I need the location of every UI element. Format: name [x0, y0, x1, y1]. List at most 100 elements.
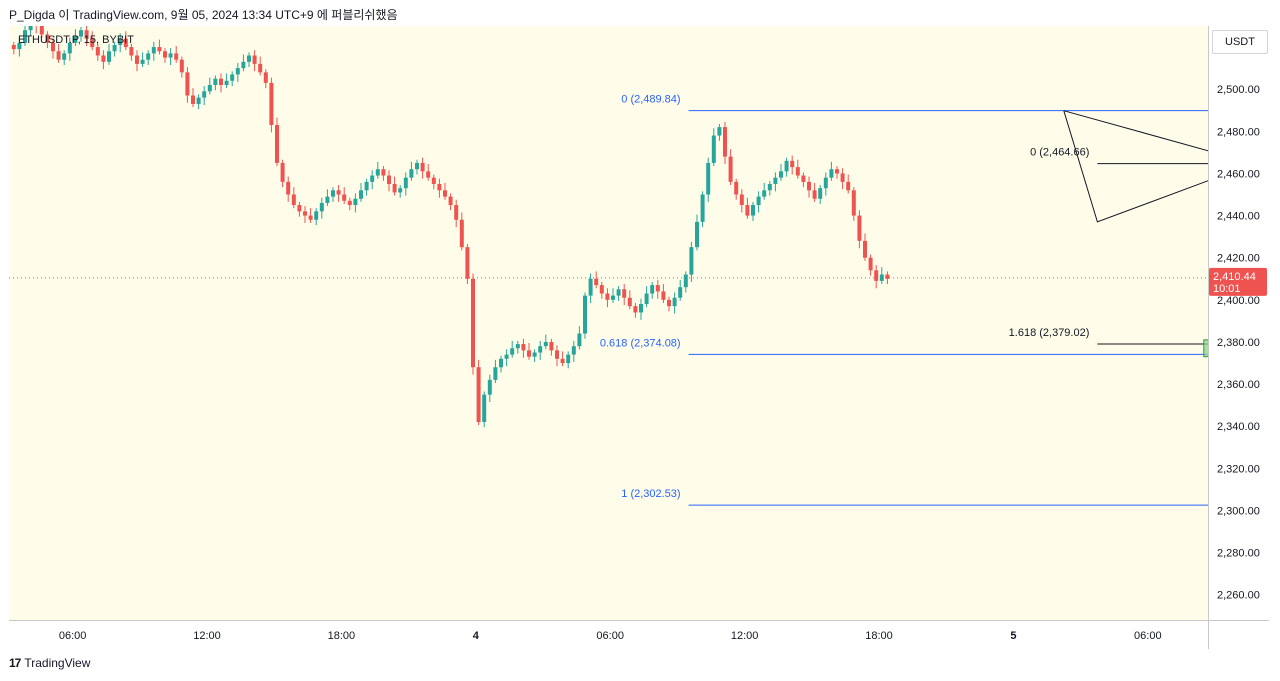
- candle-body: [230, 74, 235, 81]
- current-price-countdown: 10:01: [1213, 283, 1241, 295]
- candle-body: [555, 350, 559, 359]
- symbol-label[interactable]: ETHUSDT.P, 15, BYBIT: [18, 34, 134, 46]
- candle-body: [840, 173, 845, 182]
- time-tick-label: 18:00: [865, 630, 893, 642]
- price-tick-label: 2,340.00: [1217, 421, 1260, 433]
- candle-body: [359, 190, 363, 199]
- candle-body: [829, 169, 834, 178]
- candle-body: [588, 278, 593, 296]
- candle-body: [795, 167, 800, 176]
- candle-body: [174, 53, 179, 60]
- price-tick-label: 2,320.00: [1217, 463, 1260, 475]
- candle-body: [314, 211, 319, 220]
- candle-body: [297, 205, 302, 212]
- candle-body: [252, 55, 257, 64]
- chart-svg[interactable]: 0 (2,489.84) 0.618 (2,374.08) 1 (2,302.53)…: [9, 26, 1208, 620]
- candle-body: [885, 274, 890, 279]
- candle-body: [784, 160, 789, 172]
- candle-body: [527, 350, 531, 357]
- candle-body: [151, 47, 156, 54]
- time-tick-label: 4: [473, 630, 480, 642]
- price-scale[interactable]: 2,260.00 2,280.00 2,300.00 2,320.00 2,340.00…: [1208, 26, 1269, 620]
- candle-body: [163, 51, 167, 58]
- candle-body: [661, 291, 666, 300]
- candle-body: [482, 394, 487, 422]
- candle-body: [700, 194, 705, 222]
- candle-body: [493, 367, 498, 380]
- candle-body: [650, 285, 655, 294]
- footer: 17 TradingView: [9, 656, 90, 670]
- candle-body: [263, 72, 268, 83]
- candle-body: [734, 181, 739, 195]
- candle-body: [756, 196, 761, 206]
- candle-body: [499, 358, 503, 368]
- fib-retracement-label: 0.618 (2,374.08): [600, 337, 681, 349]
- candle-body: [683, 274, 688, 288]
- candle-body: [622, 289, 627, 298]
- candle-body: [308, 215, 313, 220]
- time-tick-label: 12:00: [193, 630, 221, 642]
- candle-body: [219, 78, 223, 85]
- candle-body: [504, 354, 509, 359]
- candle-body: [667, 299, 671, 307]
- time-axis[interactable]: 06:0012:0018:00406:0012:0018:00506:0012:…: [9, 620, 1280, 649]
- candle-body: [644, 293, 649, 305]
- candle-body: [146, 53, 151, 60]
- time-axis-svg[interactable]: 06:0012:0018:00406:0012:0018:00506:0012:…: [9, 621, 1280, 649]
- price-scale-svg[interactable]: 2,260.00 2,280.00 2,300.00 2,320.00 2,340.00…: [1209, 26, 1269, 620]
- candle-body: [275, 125, 279, 163]
- candle-body: [487, 379, 492, 395]
- candle-body: [851, 190, 856, 216]
- candle-body: [17, 42, 22, 50]
- candle-body: [95, 47, 100, 56]
- publish-header: P_Digda 이 TradingView.com, 9월 05, 2024 1…: [9, 8, 398, 22]
- candle-body: [521, 344, 526, 351]
- candle-body: [241, 61, 246, 69]
- candle-body: [454, 205, 459, 220]
- candle-body: [437, 183, 442, 191]
- candle-body: [868, 257, 873, 271]
- candle-body: [375, 169, 380, 176]
- scale-corner: [1208, 620, 1269, 649]
- price-tick-label: 2,260.00: [1217, 590, 1260, 602]
- currency-unit-button[interactable]: USDT: [1212, 30, 1268, 54]
- tradingview-logo-icon: 17: [9, 656, 21, 670]
- candle-body: [739, 194, 744, 206]
- candle-body: [695, 221, 699, 248]
- candle-body: [202, 91, 207, 98]
- candle-body: [611, 295, 615, 300]
- candle-body: [751, 205, 755, 216]
- candle-body: [689, 247, 694, 275]
- candle-body: [157, 47, 162, 52]
- candle-body: [118, 38, 123, 45]
- candle-body: [549, 341, 554, 351]
- candle-body: [179, 59, 184, 73]
- candle-body: [807, 181, 811, 191]
- candle-body: [717, 127, 722, 136]
- price-tick-label: 2,460.00: [1217, 168, 1260, 180]
- candle-body: [129, 47, 134, 56]
- candle-body: [387, 175, 391, 184]
- candle-body: [818, 188, 823, 199]
- candle-body: [196, 97, 201, 104]
- time-tick-label: 5: [1010, 630, 1016, 642]
- price-tick-label: 2,380.00: [1217, 337, 1260, 349]
- candle-body: [51, 42, 55, 52]
- candle-body: [616, 289, 621, 296]
- candle-body: [723, 127, 727, 157]
- candle-body: [745, 205, 750, 216]
- candle-body: [767, 183, 772, 191]
- candle-body: [672, 297, 677, 307]
- candle-body: [706, 162, 711, 195]
- candle-body: [123, 38, 128, 48]
- candle-body: [342, 194, 347, 201]
- price-tick-label: 2,420.00: [1217, 253, 1260, 265]
- candle-body: [594, 278, 599, 286]
- candle-body: [835, 169, 839, 174]
- candle-body: [857, 215, 862, 241]
- candle-body: [566, 354, 571, 364]
- candle-body: [353, 198, 358, 206]
- chart-plot-area[interactable]: 0 (2,489.84) 0.618 (2,374.08) 1 (2,302.53)…: [9, 26, 1208, 620]
- candle-body: [247, 55, 251, 62]
- candle-body: [426, 171, 431, 178]
